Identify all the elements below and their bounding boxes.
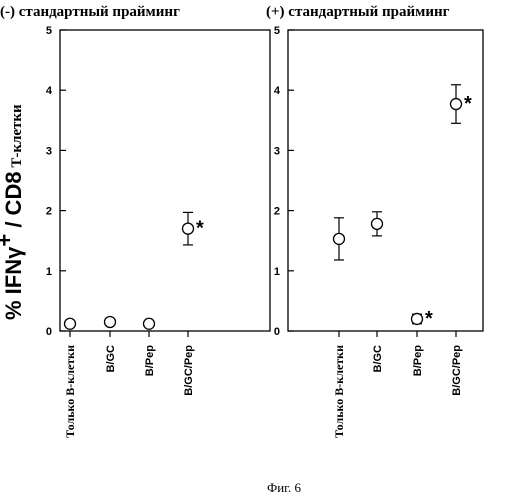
x-category-label: B/GC (372, 345, 384, 373)
x-category-label: Только В-клетки (63, 345, 77, 438)
plot-frame (288, 30, 483, 331)
x-category-label: B/Pep (144, 345, 156, 376)
panel-right: 0 1 2 3 4 5 Только В-клетки B/GC B/Pep B/GC/Pep * * (274, 25, 483, 438)
data-point (144, 318, 155, 329)
panel-left: 0 1 2 3 4 5 Только В-клетки B/GC B/Pep B/GC/Pep * (46, 25, 270, 438)
data-point (334, 233, 345, 244)
data-point (372, 218, 383, 229)
data-point (65, 318, 76, 329)
x-category-label: B/Pep (412, 345, 424, 376)
plot-frame (60, 30, 270, 331)
y-tick-label: 4 (274, 85, 281, 97)
data-point (412, 313, 423, 324)
y-tick-label: 0 (46, 326, 52, 338)
y-tick-label: 5 (46, 25, 52, 37)
y-tick-label: 0 (274, 326, 280, 338)
x-category-label: B/GC/Pep (183, 345, 195, 396)
significance-star: * (464, 93, 472, 115)
y-tick-label: 4 (46, 85, 53, 97)
data-point (105, 316, 116, 327)
panel-title-left: (-) стандартный прайминг (0, 4, 180, 20)
x-category-label: B/GC/Pep (451, 345, 463, 396)
data-point (451, 99, 462, 110)
panel-title-right: (+) стандартный прайминг (266, 4, 450, 20)
x-category-label: B/GC (105, 345, 117, 373)
y-tick-label: 1 (274, 266, 280, 278)
y-axis-label: % IFNγ+ / CD8 Т-клетки (0, 104, 26, 320)
x-category-label: Только В-клетки (332, 345, 346, 438)
significance-star: * (425, 308, 433, 330)
figure-caption: Фиг. 6 (267, 480, 302, 495)
y-tick-label: 3 (46, 145, 52, 157)
y-tick-label: 1 (46, 266, 52, 278)
significance-star: * (196, 218, 204, 240)
y-tick-label: 3 (274, 145, 280, 157)
y-tick-label: 2 (46, 206, 52, 218)
y-tick-label: 5 (274, 25, 280, 37)
y-tick-label: 2 (274, 206, 280, 218)
data-point (183, 223, 194, 234)
